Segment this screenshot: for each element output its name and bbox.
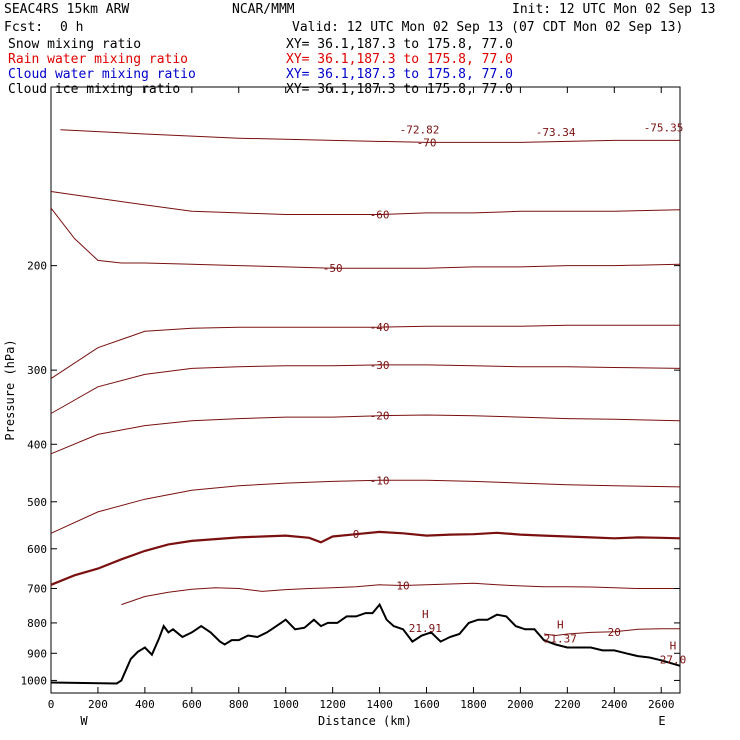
terrain-line: [50, 602, 681, 685]
contour-label: 0: [353, 528, 360, 541]
terrain-layer: [50, 602, 681, 685]
extreme-value-label: -73.34: [536, 126, 576, 139]
contour-line: [50, 530, 681, 586]
x-tick-label: 0: [48, 698, 55, 711]
contour-label: 20: [608, 626, 621, 639]
maximum-value: 21.91: [409, 622, 442, 635]
init-time: Init: 12 UTC Mon 02 Sep 13: [512, 2, 716, 17]
x-tick-label: 2600: [648, 698, 675, 711]
contour-label: -50: [323, 262, 343, 275]
x-tick-label: 1600: [413, 698, 440, 711]
contour-line: [121, 582, 680, 606]
field-name-rain: Rain water mixing ratio: [8, 52, 188, 67]
model-title: SEAC4RS 15km ARW: [4, 2, 129, 17]
x-tick-label: 1200: [319, 698, 346, 711]
y-tick-label: 200: [27, 260, 47, 273]
maximum-value: 27.0: [660, 654, 687, 667]
x-tick-label: 2000: [507, 698, 534, 711]
x-tick-label: 200: [88, 698, 108, 711]
y-axis-label: Pressure (hPa): [3, 339, 17, 440]
maximum-marker: H: [557, 618, 564, 631]
x-tick-label: 1000: [272, 698, 299, 711]
field-xy-rain: XY= 36.1,187.3 to 175.8, 77.0: [286, 52, 513, 67]
contour-line: [50, 191, 681, 215]
valid-time: Valid: 12 UTC Mon 02 Sep 13 (07 CDT Mon …: [292, 20, 683, 35]
contour-layer: -70 -60 -50 -40 -30 -20 -10 0 10 20: [50, 129, 681, 639]
contour-line: [50, 479, 681, 534]
field-xy-snow: XY= 36.1,187.3 to 175.8, 77.0: [286, 37, 513, 52]
y-tick-label: 900: [27, 647, 47, 660]
contour-label: -40: [370, 321, 390, 334]
contour-label: -60: [370, 208, 390, 221]
y-tick-label: 700: [27, 583, 47, 596]
contour-label: 10: [396, 580, 409, 593]
east-end-label: E: [658, 714, 665, 728]
x-tick-label: 600: [182, 698, 202, 711]
maximum-value: 21.37: [544, 632, 577, 645]
maximum-marker: H: [422, 608, 429, 621]
contour-line: [50, 414, 681, 455]
x-axis-label: Distance (km): [318, 714, 412, 728]
forecast-value: 0 h: [60, 20, 83, 35]
forecast-label: Fcst:: [4, 20, 43, 35]
contour-label: -30: [370, 359, 390, 372]
y-tick-label: 800: [27, 617, 47, 630]
y-tick-label: 300: [27, 364, 47, 377]
y-tick-label: 1000: [21, 674, 48, 687]
field-name-cloud-water: Cloud water mixing ratio: [8, 67, 196, 82]
extreme-value-label: -75.35: [644, 121, 684, 134]
contour-line: [543, 628, 680, 637]
x-tick-label: 2200: [554, 698, 581, 711]
x-tick-label: 1400: [366, 698, 393, 711]
field-xy-cloud-ice: XY= 36.1,187.3 to 175.8, 77.0: [286, 82, 513, 97]
y-tick-label: 500: [27, 496, 47, 509]
plot-frame: [50, 86, 681, 694]
y-tick-label: 600: [27, 543, 47, 556]
maximum-marker: H: [670, 640, 677, 653]
x-tick-label: 1800: [460, 698, 487, 711]
x-tick-label: 800: [229, 698, 249, 711]
west-end-label: W: [80, 714, 88, 728]
contour-line: [50, 364, 681, 414]
field-xy-cloud-water: XY= 36.1,187.3 to 175.8, 77.0: [286, 67, 513, 82]
extreme-value-label: -72.82: [400, 124, 440, 137]
x-tick-label: 400: [135, 698, 155, 711]
contour-line: [50, 207, 681, 269]
x-axis-ticks: 0 200 400 600 800 1000 1200 1400 1600 1800 2000 220…: [48, 87, 675, 711]
org-label: NCAR/MMM: [232, 2, 295, 17]
contour-line: [60, 129, 680, 143]
contour-line: [50, 324, 680, 380]
contour-label: -20: [370, 410, 390, 423]
contour-label: -70: [417, 136, 437, 149]
field-name-cloud-ice: Cloud ice mixing ratio: [8, 82, 180, 97]
y-tick-label: 400: [27, 438, 47, 451]
contour-label: -10: [370, 474, 390, 487]
x-tick-label: 2400: [601, 698, 628, 711]
field-name-snow: Snow mixing ratio: [8, 37, 141, 52]
